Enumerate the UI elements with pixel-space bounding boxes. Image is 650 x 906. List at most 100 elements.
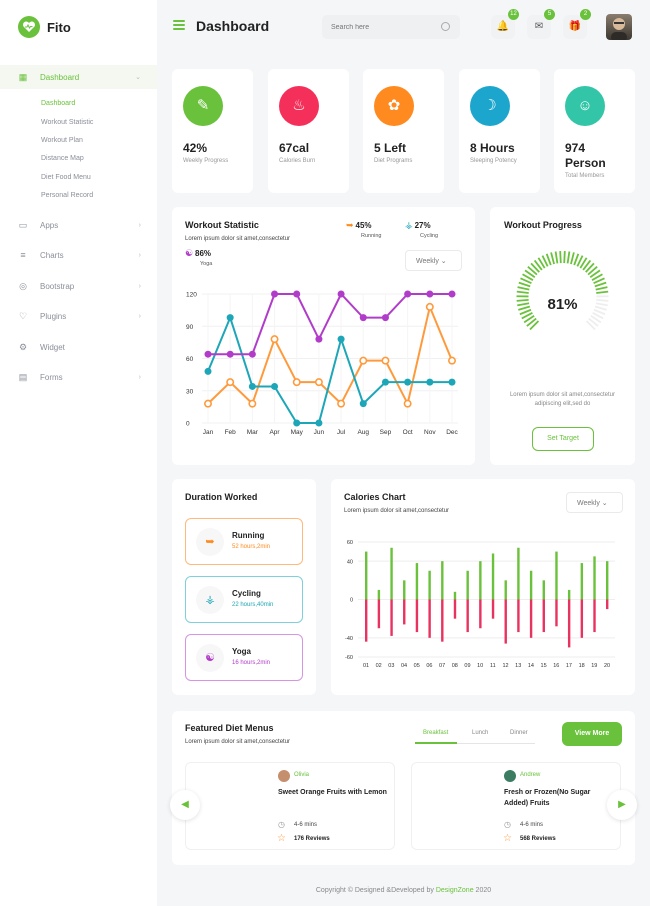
legend-running: ➥ 45% Running: [346, 220, 382, 239]
footer-brand-link[interactable]: DesignZone: [435, 887, 474, 894]
gifts-button[interactable]: 🎁 2: [563, 9, 591, 39]
bar-negative: [567, 599, 571, 648]
logo[interactable]: Fito: [18, 16, 148, 40]
chevron-right-icon: ›: [138, 251, 141, 259]
subnav-dashboard[interactable]: Dashboard: [41, 100, 76, 107]
messages-button[interactable]: ✉ 5: [527, 9, 555, 39]
duration-cycling[interactable]: ⚶ Cycling 22 hours,40min: [185, 576, 303, 623]
bar-positive: [479, 561, 482, 600]
avatar[interactable]: [606, 14, 632, 40]
subnav-distance-map[interactable]: Distance Map: [41, 155, 84, 162]
subnav-workout-plan[interactable]: Workout Plan: [41, 137, 83, 144]
gauge-tick: [522, 273, 534, 281]
gauge-tick: [563, 251, 566, 264]
y-tick-label: 0: [186, 421, 190, 428]
gauge-tick: [576, 255, 584, 267]
carousel-prev-button[interactable]: ◀: [170, 790, 200, 820]
data-point: [337, 335, 345, 343]
x-tick-label: 14: [528, 663, 534, 669]
author-name[interactable]: Andrew: [520, 772, 541, 778]
gauge-tick: [591, 273, 603, 281]
author-name[interactable]: Olivia: [294, 772, 310, 778]
x-tick-label: 11: [490, 663, 496, 669]
x-tick-label: 07: [439, 663, 445, 669]
gauge-tick: [541, 255, 549, 267]
x-tick-label: 06: [426, 663, 432, 669]
data-point: [381, 356, 390, 365]
set-target-button[interactable]: Set Target: [532, 427, 594, 451]
notification-button[interactable]: 🔔 12: [491, 9, 519, 39]
sidebar-item-plugins[interactable]: ♡ Plugins ›: [0, 304, 157, 328]
bar-positive: [377, 589, 381, 600]
view-more-button[interactable]: View More: [562, 722, 622, 746]
sidebar-item-apps[interactable]: ▭ Apps ›: [0, 213, 157, 237]
data-point: [381, 378, 389, 386]
gifts-badge: 2: [580, 9, 591, 20]
x-tick-label: 15: [541, 663, 547, 669]
stat-card-calories-burn: ♨ 67cal Calories Burn: [268, 69, 349, 193]
series-line-yoga: [208, 292, 452, 356]
gauge-tick: [573, 253, 580, 266]
running-icon: ➥: [346, 220, 354, 230]
subnav-workout-statistic[interactable]: Workout Statistic: [41, 119, 94, 126]
sidebar-item-label: Bootstrap: [40, 281, 75, 291]
stat-label: Total Members: [565, 173, 605, 179]
arrow-right-icon: ▶: [618, 799, 626, 810]
bar-negative: [377, 599, 381, 629]
gauge-tick: [516, 290, 529, 294]
search-input[interactable]: [322, 15, 432, 39]
data-point: [448, 378, 456, 386]
data-point: [204, 350, 212, 358]
diet-item-card[interactable]: Olivia Sweet Orange Fruits with Lemon ◷ …: [185, 762, 395, 850]
period-dropdown[interactable]: Weekly ⌄: [405, 250, 462, 271]
diet-item-card[interactable]: Andrew Fresh or Frozen(No Sugar Added) F…: [411, 762, 621, 850]
gauge-tick: [530, 262, 540, 273]
heart-logo-icon: [18, 16, 40, 38]
bar-positive: [415, 563, 419, 600]
subnav-personal-record[interactable]: Personal Record: [41, 192, 94, 199]
period-dropdown[interactable]: Weekly ⌄: [566, 492, 623, 513]
tab-dinner[interactable]: Dinner: [510, 730, 528, 736]
diet-item-name[interactable]: Sweet Orange Fruits with Lemon: [278, 789, 387, 796]
data-point: [448, 290, 456, 298]
x-tick-label: 17: [566, 663, 572, 669]
gauge-tick: [520, 277, 532, 285]
tab-breakfast[interactable]: Breakfast: [423, 730, 449, 736]
duration-yoga[interactable]: ☯ Yoga 16 hours,2min: [185, 634, 303, 681]
x-tick-label: Apr: [269, 429, 280, 436]
sidebar-item-forms[interactable]: ▤ Forms ›: [0, 365, 157, 389]
bar-negative: [479, 599, 482, 629]
subnav-diet-food-menu[interactable]: Diet Food Menu: [41, 174, 91, 181]
menu-toggle-icon[interactable]: [173, 20, 185, 30]
search-icon[interactable]: [441, 22, 450, 31]
progress-description: Lorem ipsum dolor sit amet,consectetur a…: [509, 392, 616, 407]
gauge-tick: [523, 315, 535, 324]
sidebar-item-bootstrap[interactable]: ◎ Bootstrap ›: [0, 274, 157, 298]
tab-lunch[interactable]: Lunch: [472, 730, 489, 736]
bar-positive: [580, 563, 584, 600]
sidebar-item-charts[interactable]: ≡ Charts ›: [0, 243, 157, 267]
y-tick-label: 40: [347, 559, 353, 565]
gauge-tick: [579, 257, 588, 269]
data-point: [359, 356, 368, 365]
x-tick-label: 19: [591, 663, 597, 669]
gauge-tick: [533, 259, 543, 271]
gauge-tick: [587, 266, 598, 276]
bar-positive: [606, 561, 609, 600]
gauge-tick: [590, 315, 602, 324]
gauge-tick: [545, 253, 552, 266]
gauge-tick: [559, 251, 562, 264]
y-tick-label: 30: [186, 388, 194, 395]
data-point: [248, 399, 257, 408]
sidebar-item-dashboard[interactable]: ▦ Dashboard ⌄: [0, 65, 157, 89]
diet-item-name[interactable]: Fresh or Frozen(No Sugar Added) Fruits: [504, 789, 591, 807]
x-tick-label: 10: [477, 663, 483, 669]
stat-label: Sleeping Potency: [470, 158, 517, 164]
y-tick-label: 60: [186, 356, 194, 363]
carousel-next-button[interactable]: ▶: [607, 790, 637, 820]
x-tick-label: Jul: [337, 429, 346, 436]
stat-card-diet-programs: ✿ 5 Left Diet Programs: [363, 69, 444, 193]
sidebar-item-widget[interactable]: ⚙ Widget: [0, 335, 157, 359]
bar-positive: [466, 570, 469, 600]
duration-running[interactable]: ➥ Running 52 hours,2min: [185, 518, 303, 565]
